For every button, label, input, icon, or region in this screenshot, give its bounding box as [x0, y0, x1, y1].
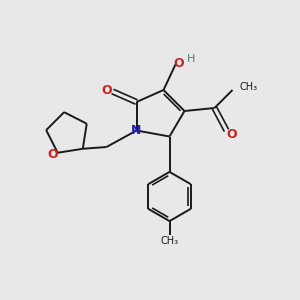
- Text: O: O: [226, 128, 237, 141]
- Text: H: H: [187, 54, 195, 64]
- Text: O: O: [47, 148, 58, 161]
- Text: N: N: [131, 124, 141, 137]
- Text: O: O: [173, 56, 184, 70]
- Text: CH₃: CH₃: [240, 82, 258, 92]
- Text: CH₃: CH₃: [160, 236, 178, 246]
- Text: O: O: [102, 83, 112, 97]
